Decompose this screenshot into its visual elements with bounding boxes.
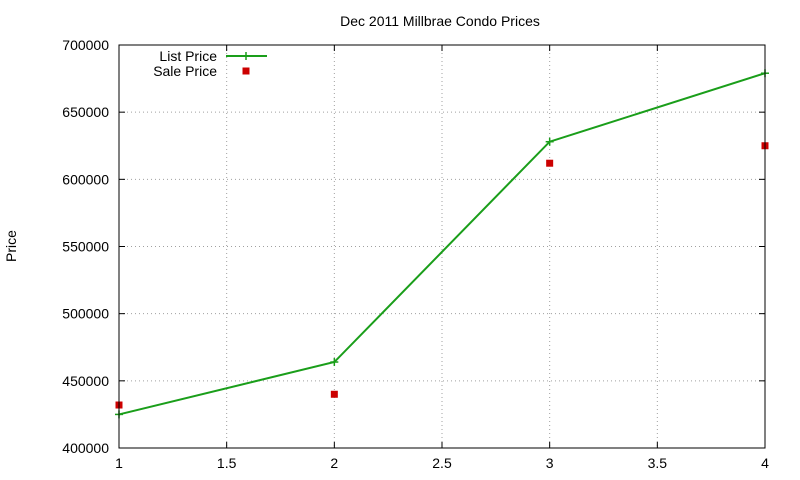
y-tick-label: 650000 (62, 104, 109, 120)
legend-marker-sale-price (242, 67, 250, 75)
x-tick-label: 1 (115, 455, 123, 471)
y-tick-label: 400000 (62, 440, 109, 456)
list-price-point (545, 137, 554, 146)
sale-price-point (330, 390, 338, 398)
x-tick-label: 2 (330, 455, 338, 471)
y-tick-label: 450000 (62, 373, 109, 389)
y-tick-label: 600000 (62, 171, 109, 187)
x-tick-label: 1.5 (217, 455, 237, 471)
y-tick-label: 550000 (62, 239, 109, 255)
legend-label-list-price: List Price (159, 48, 217, 64)
axis-ticks: 1 1.5 2 2.5 3 3.5 4 400000 450000 500000 550000 600… (62, 37, 769, 471)
chart-title: Dec 2011 Millbrae Condo Prices (340, 13, 540, 29)
x-tick-label: 2.5 (432, 455, 452, 471)
x-tick-label: 3.5 (648, 455, 668, 471)
sale-price-point (546, 159, 554, 167)
y-tick-label: 700000 (62, 37, 109, 53)
legend-marker-list-price (242, 52, 250, 60)
x-tick-label: 3 (546, 455, 554, 471)
grid (119, 45, 765, 448)
y-axis-label: Price (3, 230, 19, 262)
plot-border (118, 44, 766, 449)
list-price-line (118, 72, 766, 416)
list-price-point (330, 358, 339, 367)
y-tick-label: 500000 (62, 306, 109, 322)
x-tick-label: 4 (761, 455, 769, 471)
legend: List Price Sale Price (153, 48, 267, 79)
legend-label-sale-price: Sale Price (153, 63, 217, 79)
